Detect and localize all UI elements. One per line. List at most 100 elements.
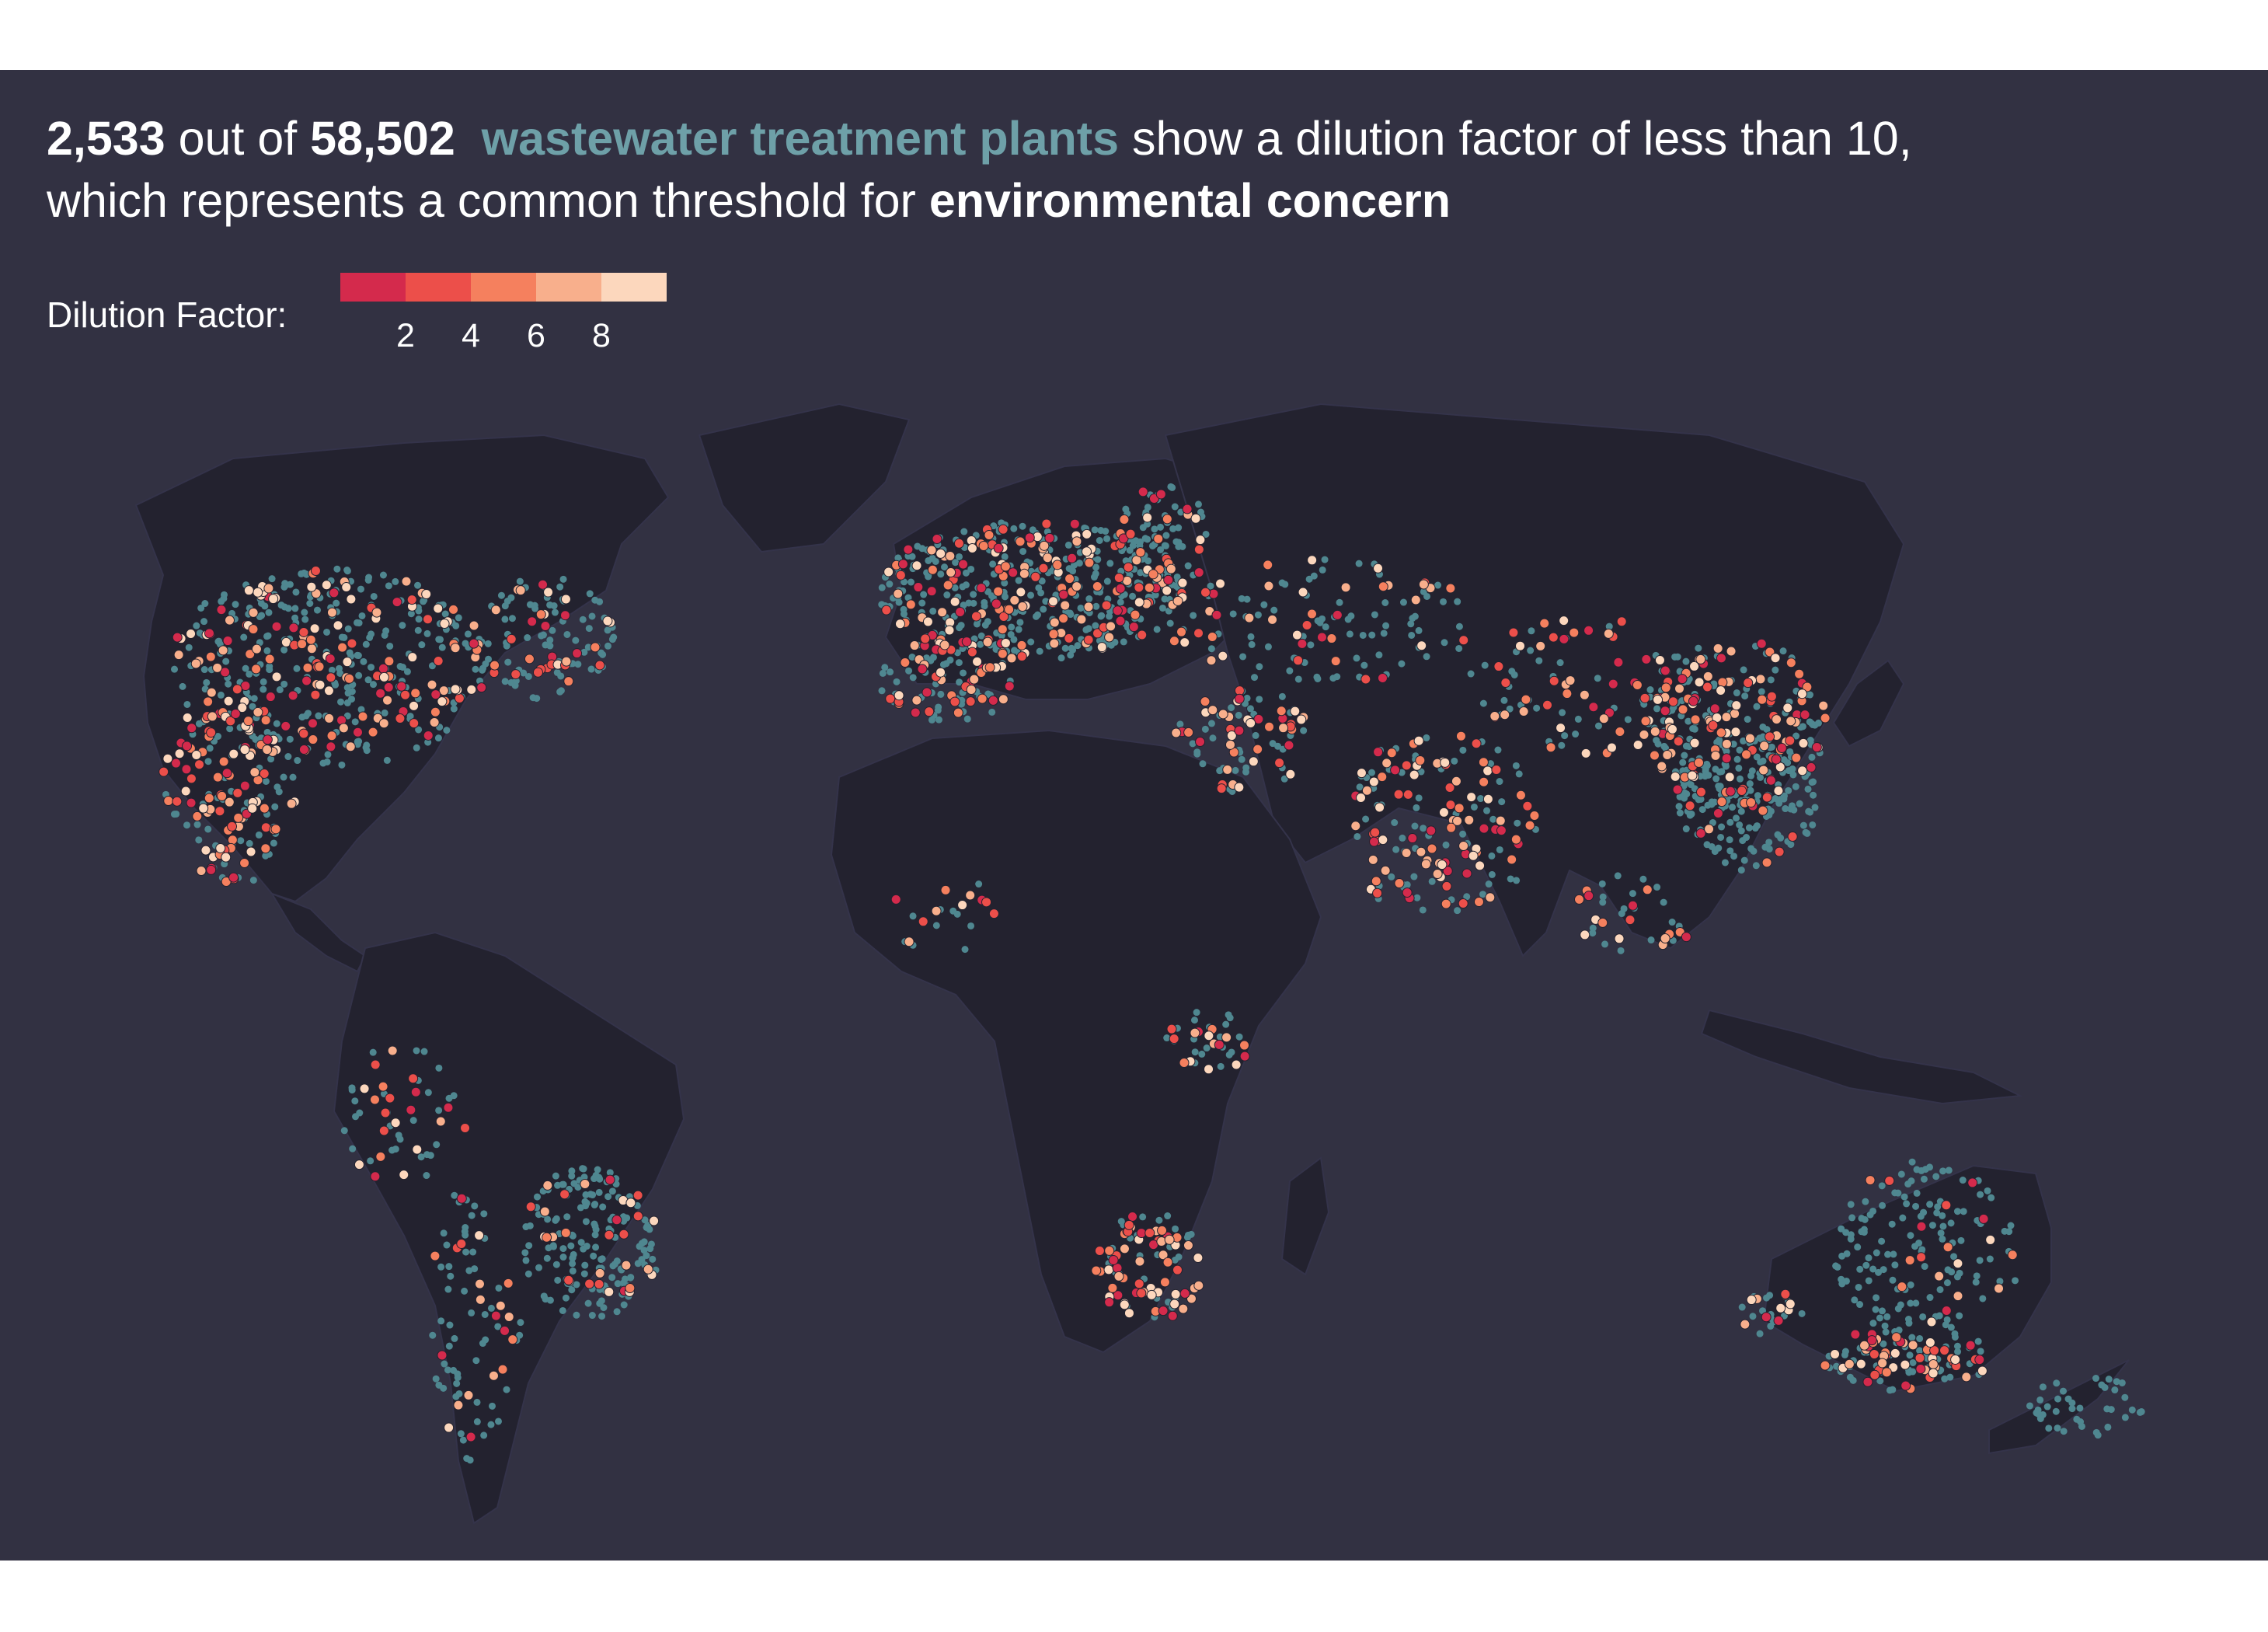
plant-marker <box>298 713 306 721</box>
headline-line-2: which represents a common threshold for … <box>47 169 1912 232</box>
low-dilution-plant-marker <box>245 649 256 660</box>
low-dilution-plant-marker <box>935 548 946 559</box>
low-dilution-plant-marker <box>953 538 964 549</box>
plant-marker <box>214 733 222 741</box>
plant-marker <box>1735 764 1743 772</box>
low-dilution-plant-marker <box>1234 782 1245 793</box>
plant-marker <box>591 1231 599 1239</box>
low-dilution-plant-marker <box>580 1179 591 1190</box>
plant-marker <box>301 615 309 623</box>
plant-marker <box>1878 1237 1886 1245</box>
plant-marker <box>1010 525 1018 532</box>
low-dilution-plant-marker <box>271 671 282 682</box>
plant-marker <box>1594 722 1602 730</box>
low-dilution-plant-marker <box>173 650 184 661</box>
low-dilution-plant-marker <box>931 905 942 916</box>
low-dilution-plant-marker <box>1797 765 1808 776</box>
low-dilution-plant-marker <box>1293 655 1304 666</box>
plant-marker <box>893 678 901 685</box>
low-dilution-plant-marker <box>584 1278 595 1289</box>
low-dilution-plant-marker <box>338 723 349 734</box>
plant-marker <box>420 1048 428 1055</box>
plant-marker <box>1346 630 1353 638</box>
plant-marker <box>273 720 280 727</box>
plant-marker <box>2026 1402 2033 1410</box>
plant-marker <box>1069 646 1077 654</box>
plant-marker <box>352 1113 360 1121</box>
plant-marker <box>423 1172 430 1180</box>
plant-marker <box>1515 770 1523 778</box>
plant-marker <box>1061 644 1069 652</box>
low-dilution-plant-marker <box>1162 585 1172 596</box>
low-dilution-plant-marker <box>1204 1064 1214 1075</box>
plant-marker <box>1721 859 1729 867</box>
low-dilution-plant-marker <box>1941 1200 1952 1211</box>
plant-marker <box>1256 696 1263 703</box>
plant-marker <box>1075 560 1083 567</box>
plant-marker <box>2045 1425 2053 1432</box>
plant-marker <box>1157 523 1165 531</box>
legend-label: Dilution Factor: <box>47 295 287 335</box>
plant-marker <box>643 1252 650 1260</box>
low-dilution-plant-marker <box>1950 1354 1961 1365</box>
low-dilution-plant-marker <box>259 768 270 779</box>
plant-marker <box>1027 638 1035 646</box>
plant-marker <box>990 522 998 530</box>
plant-marker <box>1936 1285 1944 1293</box>
plant-marker <box>610 633 618 641</box>
plant-marker <box>928 554 936 562</box>
low-dilution-plant-marker <box>1565 675 1576 686</box>
plant-marker <box>323 628 331 636</box>
low-dilution-plant-marker <box>221 768 232 779</box>
low-dilution-plant-marker <box>488 1370 499 1381</box>
low-dilution-plant-marker <box>1239 1040 1250 1051</box>
plant-marker <box>573 1311 580 1319</box>
plant-marker <box>1639 875 1647 883</box>
plant-marker <box>516 577 524 585</box>
low-dilution-plant-marker <box>1380 865 1391 876</box>
plant-marker <box>552 1261 560 1268</box>
plant-marker <box>1144 557 1152 565</box>
low-dilution-plant-marker <box>1904 1255 1915 1266</box>
plant-marker <box>1926 1201 1934 1208</box>
low-dilution-plant-marker <box>1106 621 1117 632</box>
low-dilution-plant-marker <box>1820 713 1831 724</box>
low-dilution-plant-marker <box>1830 1349 1841 1360</box>
low-dilution-plant-marker <box>1052 560 1063 570</box>
plant-marker <box>1222 1020 1230 1028</box>
plant-marker <box>1169 525 1177 532</box>
low-dilution-plant-marker <box>1539 618 1550 629</box>
plant-marker <box>1787 841 1795 849</box>
low-dilution-plant-marker <box>649 1215 660 1226</box>
low-dilution-plant-marker <box>1961 1372 1972 1383</box>
low-dilution-plant-marker <box>1785 1299 1796 1309</box>
plant-marker <box>544 1215 552 1223</box>
plant-marker <box>1172 1225 1179 1233</box>
low-dilution-plant-marker <box>232 787 243 798</box>
plant-marker <box>580 1245 587 1253</box>
low-dilution-plant-marker <box>1030 571 1041 582</box>
plant-marker <box>946 656 954 664</box>
plant-marker <box>594 1166 601 1173</box>
plant-marker <box>1512 762 1520 769</box>
plant-marker <box>1939 1212 1946 1219</box>
plant-marker <box>417 1153 425 1161</box>
plant-marker <box>264 632 272 640</box>
plant-marker <box>932 922 940 929</box>
low-dilution-plant-marker <box>1158 1250 1169 1261</box>
plant-marker <box>495 1284 503 1292</box>
low-dilution-plant-marker <box>1130 609 1141 620</box>
low-dilution-plant-marker <box>590 642 601 653</box>
plant-marker <box>437 636 444 643</box>
plant-marker <box>200 618 208 626</box>
low-dilution-plant-marker <box>1163 574 1174 585</box>
plant-marker <box>328 666 336 674</box>
plant-marker <box>522 1257 530 1264</box>
low-dilution-plant-marker <box>1248 756 1259 767</box>
low-dilution-plant-marker <box>1466 792 1477 803</box>
plant-marker <box>1919 1313 1927 1320</box>
low-dilution-plant-marker <box>978 541 989 552</box>
plant-marker <box>1780 792 1788 800</box>
plant-marker <box>1878 1182 1886 1190</box>
plant-marker <box>1300 727 1308 734</box>
